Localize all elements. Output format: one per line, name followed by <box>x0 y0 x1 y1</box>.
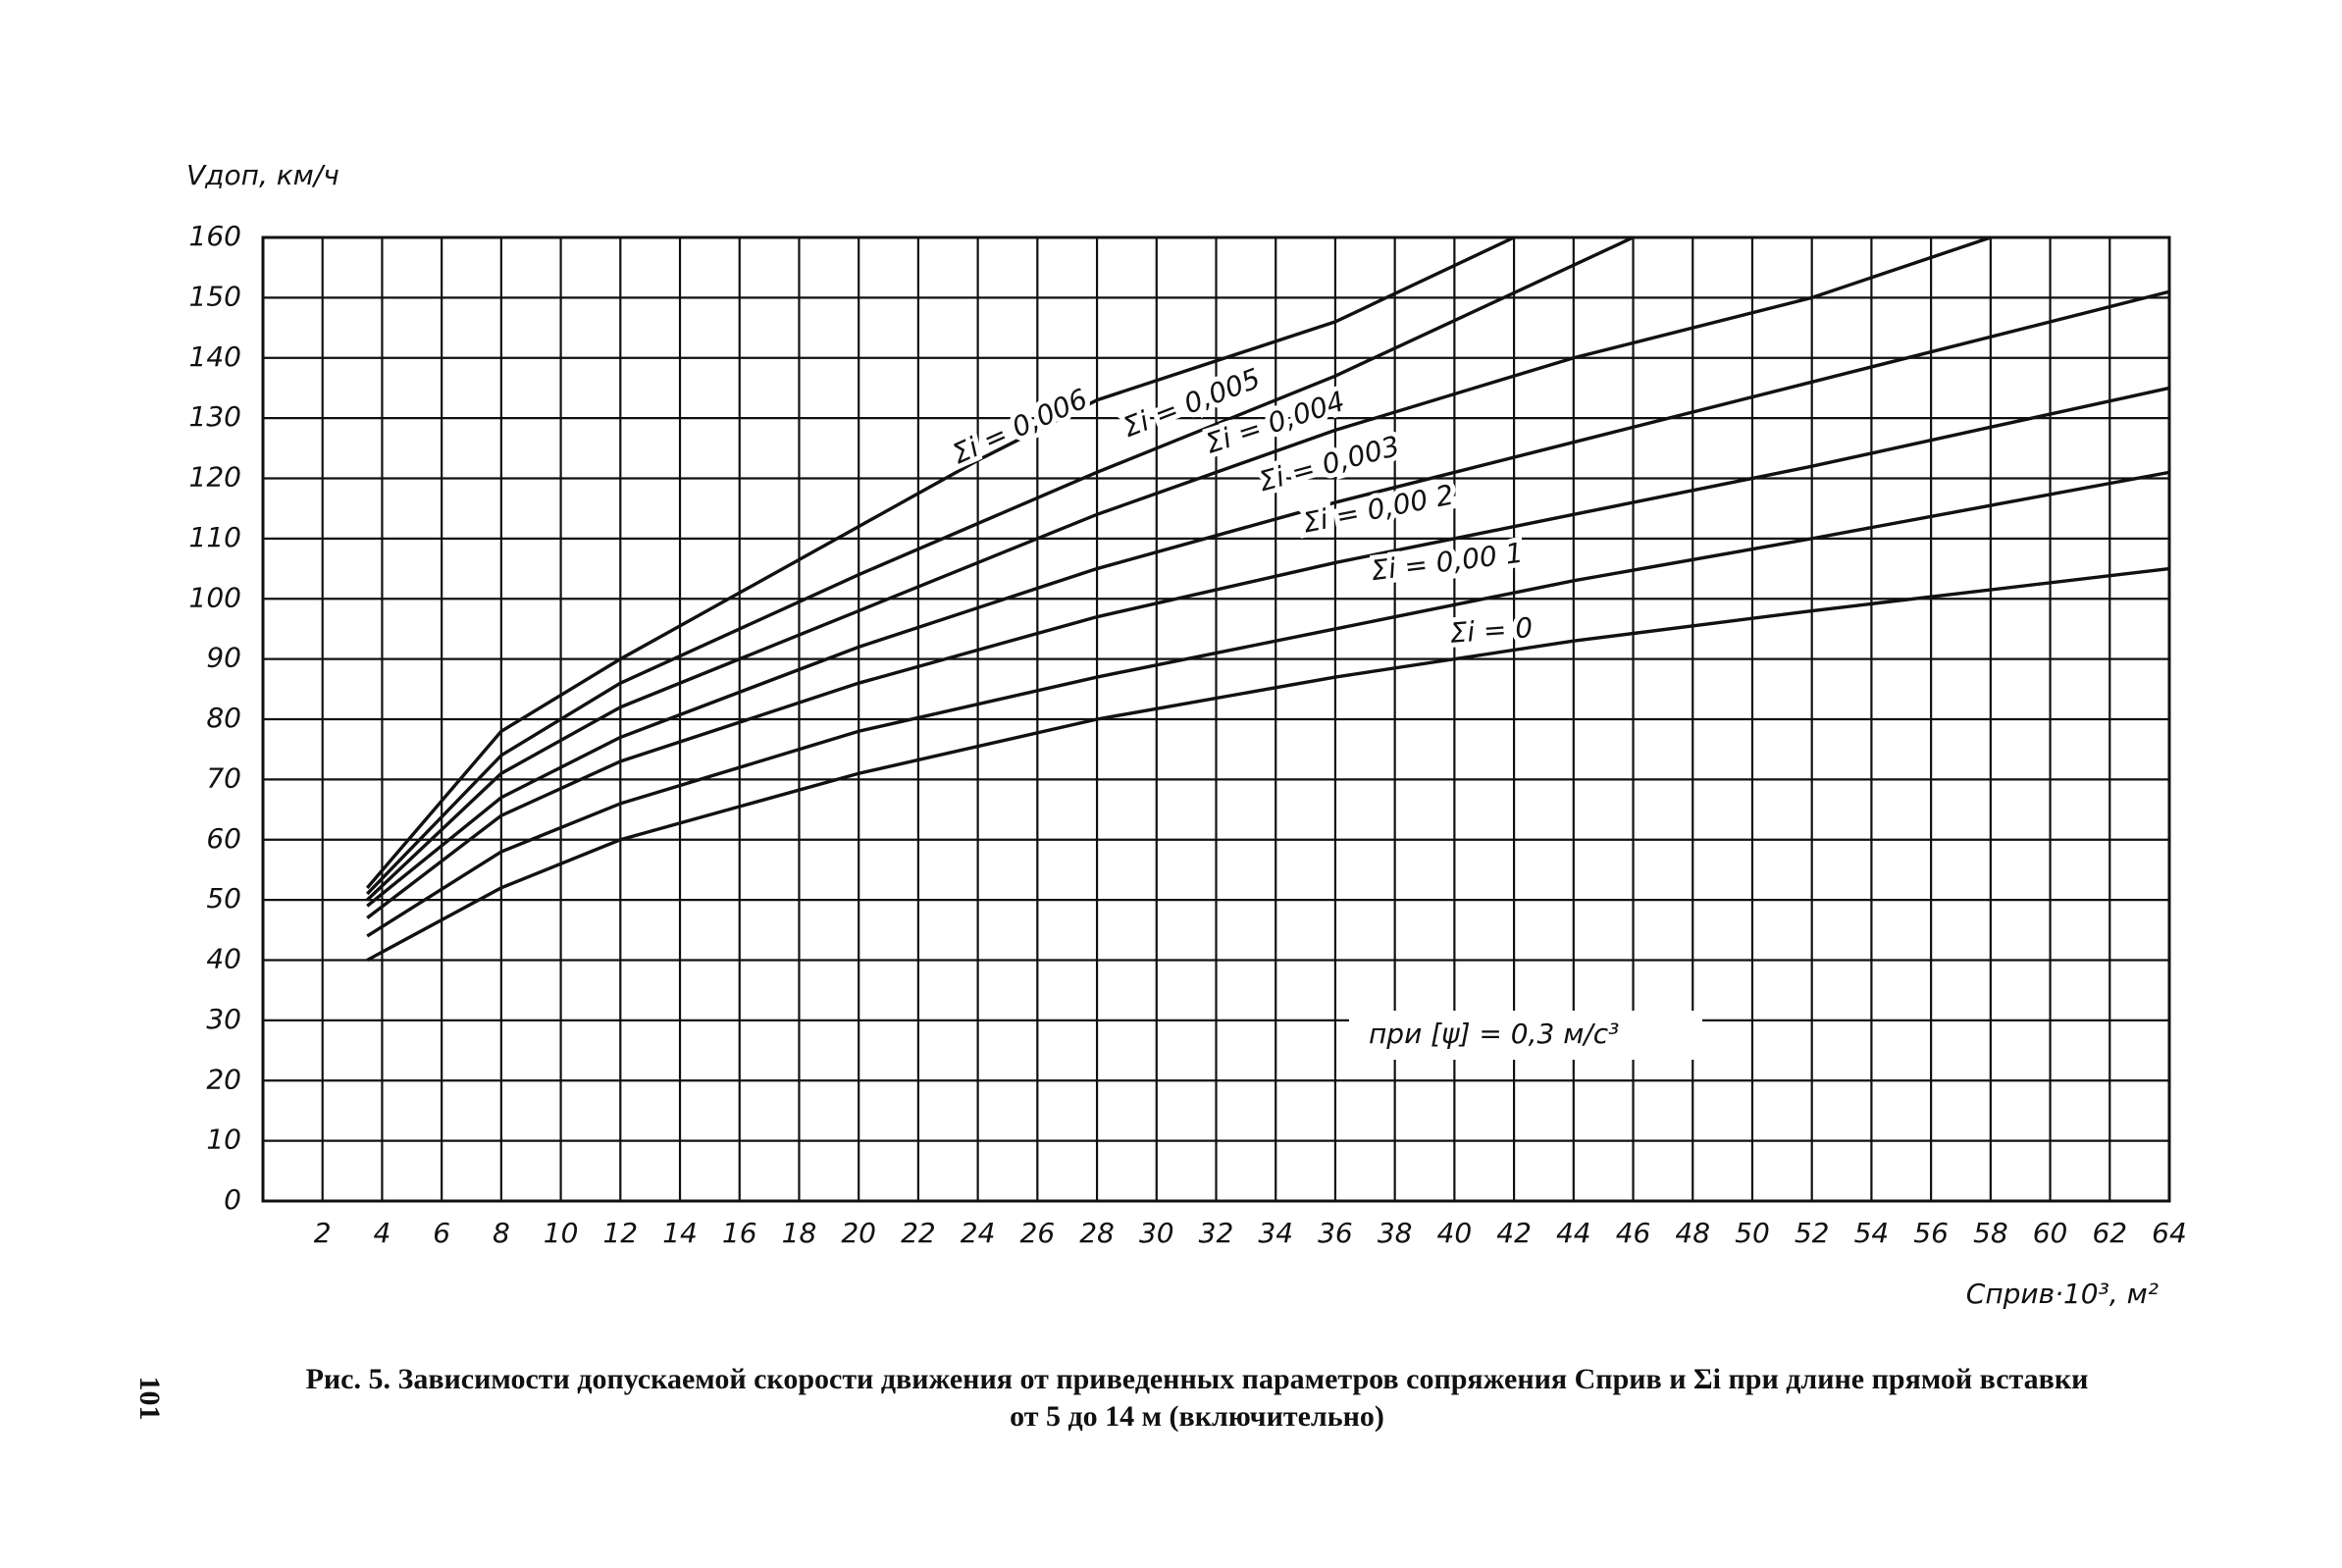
x-tick-label: 46 <box>1616 1217 1651 1249</box>
x-tick-label: 36 <box>1318 1217 1353 1249</box>
y-tick-label: 90 <box>206 642 241 674</box>
x-tick-label: 56 <box>1913 1217 1949 1249</box>
y-tick-label: 160 <box>189 220 241 252</box>
x-tick-label: 4 <box>374 1217 391 1249</box>
x-tick-label: 48 <box>1675 1217 1710 1249</box>
x-tick-label: 28 <box>1079 1217 1115 1249</box>
y-tick-label: 120 <box>189 461 241 494</box>
y-tick-label: 130 <box>189 400 241 433</box>
curve <box>367 472 2169 936</box>
y-tick-label: 70 <box>206 761 241 794</box>
page-number: 101 <box>133 1377 166 1421</box>
y-tick-label: 150 <box>189 280 241 312</box>
x-tick-label: 58 <box>1973 1217 2008 1249</box>
x-axis-label: Cприв·10³, м² <box>1966 1278 2159 1310</box>
x-tick-label: 38 <box>1378 1217 1413 1249</box>
y-tick-label: 110 <box>189 521 241 553</box>
x-tick-label: 24 <box>961 1217 996 1249</box>
y-tick-label: 140 <box>189 340 241 373</box>
curve-label: Σi = 0,003 <box>1255 430 1402 498</box>
curve-label: Σi = 0,006 <box>948 383 1093 471</box>
y-tick-label: 60 <box>206 822 241 855</box>
x-tick-label: 8 <box>493 1217 510 1249</box>
curve-label: Σi = 0,00 1 <box>1369 537 1525 588</box>
x-tick-label: 6 <box>433 1217 450 1249</box>
x-tick-label: 42 <box>1496 1217 1532 1249</box>
y-tick-label: 80 <box>206 702 241 734</box>
y-tick-label: 10 <box>206 1124 241 1156</box>
x-tick-label: 2 <box>314 1217 332 1249</box>
x-tick-label: 22 <box>901 1217 936 1249</box>
y-tick-label: 40 <box>206 943 241 975</box>
x-tick-label: 20 <box>841 1217 876 1249</box>
x-tick-label: 10 <box>544 1217 579 1249</box>
x-tick-label: 64 <box>2152 1217 2187 1249</box>
caption: от 5 до 14 м (включительно) <box>1010 1400 1384 1433</box>
annotation: при [ψ] = 0,3 м/с³ <box>1369 1018 1619 1050</box>
y-axis-label: Vдоп, км/ч <box>186 159 339 191</box>
x-tick-label: 32 <box>1199 1217 1234 1249</box>
y-tick-label: 0 <box>224 1183 241 1216</box>
curve-label: Σi = 0 <box>1449 611 1535 650</box>
x-tick-label: 44 <box>1556 1217 1591 1249</box>
chart: Vдоп, км/ч Cприв·10³, м² Рис. 5. Зависим… <box>0 0 2342 1568</box>
x-tick-label: 62 <box>2092 1217 2127 1249</box>
curve <box>367 569 2169 961</box>
x-tick-label: 50 <box>1735 1217 1770 1249</box>
curve <box>367 237 1991 900</box>
y-tick-label: 30 <box>206 1003 241 1035</box>
x-tick-label: 12 <box>602 1217 638 1249</box>
x-tick-label: 34 <box>1258 1217 1293 1249</box>
caption: Рис. 5. Зависимости допускаемой скорости… <box>306 1363 2089 1395</box>
y-tick-label: 100 <box>189 581 241 613</box>
y-tick-label: 20 <box>206 1063 241 1095</box>
x-tick-label: 60 <box>2033 1217 2068 1249</box>
curve-label: Σi = 0,00 2 <box>1300 478 1456 539</box>
x-tick-label: 40 <box>1437 1217 1473 1249</box>
x-tick-label: 30 <box>1139 1217 1174 1249</box>
x-tick-label: 18 <box>782 1217 817 1249</box>
y-tick-label: 50 <box>206 882 241 915</box>
x-tick-label: 16 <box>722 1217 757 1249</box>
x-tick-label: 52 <box>1795 1217 1830 1249</box>
x-tick-label: 26 <box>1020 1217 1056 1249</box>
x-tick-label: 54 <box>1854 1217 1890 1249</box>
x-tick-label: 14 <box>662 1217 698 1249</box>
